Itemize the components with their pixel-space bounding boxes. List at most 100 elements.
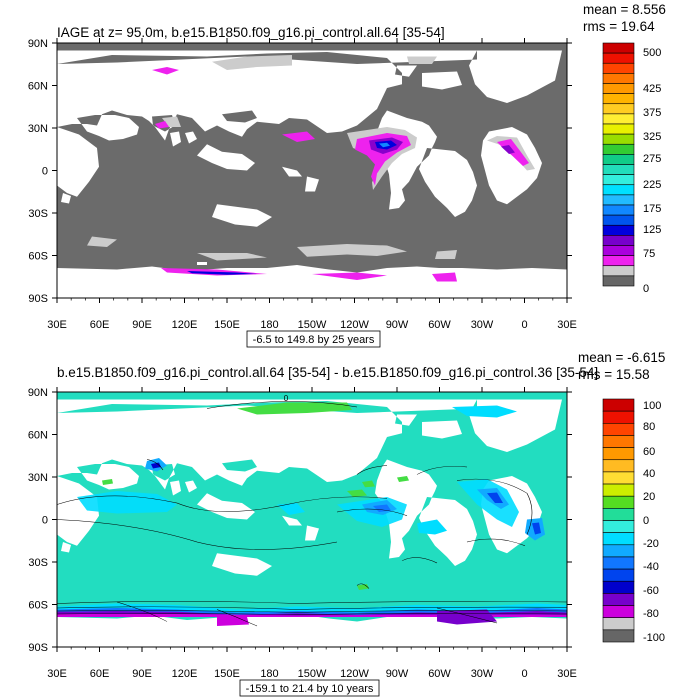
colorbar-swatch xyxy=(602,194,635,206)
lon-tick-label: 90W xyxy=(386,668,409,680)
lat-tick-label: 90N xyxy=(28,387,48,399)
panel-title: b.e15.B1850.f09_g16.pi_control.all.64 [3… xyxy=(57,365,598,380)
mean-label: mean = -6.615 xyxy=(578,350,665,365)
colorbar-label: 60 xyxy=(643,446,655,458)
colorbar-swatch xyxy=(602,204,635,216)
map-field xyxy=(57,43,567,298)
lat-tick-label: 60N xyxy=(28,430,48,442)
lon-tick-label: 0 xyxy=(521,668,527,680)
lon-tick-label: 180 xyxy=(260,319,278,331)
colorbar-swatch xyxy=(602,224,635,236)
lon-tick-label: 180 xyxy=(260,668,278,680)
ocean-fill xyxy=(57,43,567,298)
colorbar-label: -80 xyxy=(643,608,659,620)
colorbar-label: 225 xyxy=(643,179,661,191)
lat-tick-label: 60N xyxy=(28,81,48,93)
colorbar-swatch xyxy=(602,143,635,155)
colorbar-label: 325 xyxy=(643,131,661,143)
lon-tick-label: 120E xyxy=(172,319,198,331)
colorbar-label: 80 xyxy=(643,421,655,433)
lon-tick-label: 30W xyxy=(471,319,494,331)
colorbar-swatch xyxy=(602,435,635,448)
colorbar-swatch xyxy=(602,123,635,135)
colorbar: 500 425 375 325 275 225 175 125 75 0 xyxy=(602,42,661,295)
lat-tick-label: 30N xyxy=(28,123,48,135)
colorbar-label: 0 xyxy=(643,283,649,295)
lat-tick-label: 90S xyxy=(28,642,48,654)
lon-tick-label: 90E xyxy=(132,319,152,331)
lat-tick-label: 30N xyxy=(28,472,48,484)
colorbar-label: 100 xyxy=(643,400,661,412)
rms-label: rms = 19.64 xyxy=(583,19,655,34)
colorbar-swatch xyxy=(602,154,635,165)
lon-tick-label: 150E xyxy=(214,668,240,680)
mean-label: mean = 8.556 xyxy=(583,2,666,17)
lon-tick-label: 120W xyxy=(340,319,369,331)
colorbar-swatch xyxy=(602,471,635,485)
colorbar-label: -100 xyxy=(643,632,665,644)
colorbar-swatch xyxy=(602,532,635,546)
colorbar-label: 40 xyxy=(643,468,655,480)
positive-anomaly-zones xyxy=(102,402,409,590)
colorbar-label: 125 xyxy=(643,224,661,236)
colorbar-swatch xyxy=(602,605,635,618)
lon-tick-label: 90W xyxy=(386,319,409,331)
colorbar-label: 20 xyxy=(643,491,655,503)
colorbar-swatch xyxy=(602,580,635,594)
contour-label: 0 xyxy=(284,394,289,403)
colorbar-swatch xyxy=(602,617,635,631)
colorbar-label: 0 xyxy=(643,515,649,527)
lon-tick-label: 150E xyxy=(214,319,240,331)
colorbar-swatch xyxy=(602,245,635,256)
lat-tick-label: 90N xyxy=(28,38,48,50)
colorbar-swatch xyxy=(602,593,635,606)
colorbar-swatch xyxy=(602,174,635,186)
colorbar-swatch xyxy=(602,73,635,84)
rms-label: rms = 15.58 xyxy=(578,367,650,382)
colorbar-swatch xyxy=(602,508,635,521)
lon-tick-label: 30E xyxy=(47,319,67,331)
lon-tick-label: 60E xyxy=(90,319,110,331)
colorbar-swatch xyxy=(602,235,635,246)
lon-tick-label: 60W xyxy=(428,668,451,680)
colorbar-swatch xyxy=(602,164,635,175)
lon-tick-label: 30E xyxy=(557,319,577,331)
colorbar-swatch xyxy=(602,52,635,64)
colorbar-swatch xyxy=(602,62,635,74)
lon-tick-label: 60W xyxy=(428,319,451,331)
lon-tick-label: 60E xyxy=(90,668,110,680)
colorbar-swatch xyxy=(602,483,635,497)
colorbar-swatch xyxy=(602,214,635,226)
colorbar-swatch xyxy=(602,459,635,473)
colorbar-label: -60 xyxy=(643,585,659,597)
colorbar-swatch xyxy=(602,568,635,582)
map-plot-area xyxy=(57,43,567,298)
ocean-fill xyxy=(57,392,567,647)
lon-tick-label: 90E xyxy=(132,668,152,680)
colorbar-swatch xyxy=(602,133,635,145)
colorbar-swatch xyxy=(602,265,635,277)
range-box xyxy=(239,679,380,697)
colorbar-swatch xyxy=(602,93,635,105)
lon-tick-label: 30E xyxy=(557,668,577,680)
colorbar-swatch xyxy=(602,255,635,267)
lat-tick-label: 0 xyxy=(42,515,48,527)
lon-tick-label: 120W xyxy=(340,668,369,680)
colorbar: 100 80 60 40 20 0 -20 -40 -60 -80 -100 xyxy=(602,398,665,644)
panel-ideal-age: IAGE at z= 95.0m, b.e15.B1850.f09_g16.pi… xyxy=(28,2,666,348)
colorbar-swatch xyxy=(602,103,635,115)
colorbar-swatch xyxy=(602,398,635,412)
lat-tick-label: 60S xyxy=(28,600,48,612)
contour-lines xyxy=(57,401,567,627)
lat-tick-label: 0 xyxy=(42,166,48,178)
lon-tick-label: 150W xyxy=(298,668,327,680)
range-label: -159.1 to 21.4 by 10 years xyxy=(246,683,374,695)
colorbar-label: -20 xyxy=(643,538,659,550)
colorbar-label: 375 xyxy=(643,107,661,119)
colorbar-swatch xyxy=(602,410,635,424)
lat-tick-label: 30S xyxy=(28,557,48,569)
colorbar-swatch xyxy=(602,184,635,196)
colorbar-swatch xyxy=(602,42,635,54)
map-field xyxy=(57,392,567,647)
colorbar-swatch xyxy=(602,113,635,125)
